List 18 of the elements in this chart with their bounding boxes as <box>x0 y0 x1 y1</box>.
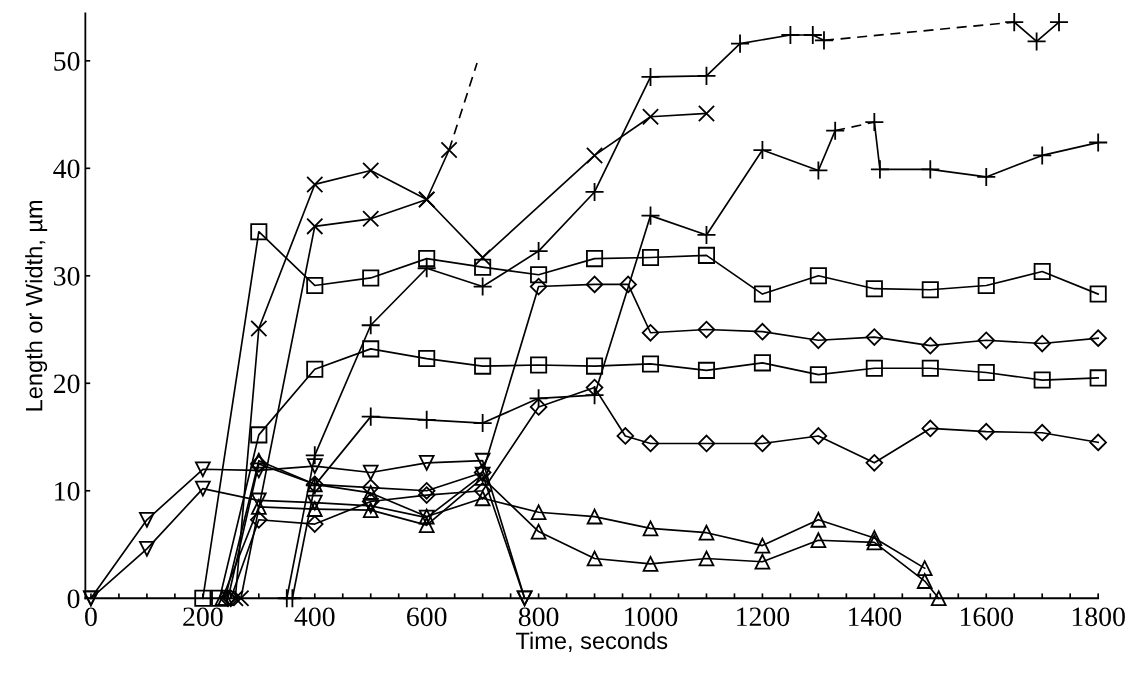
y-tick-label: 30 <box>54 266 80 286</box>
x-tick-label: 1000 <box>625 607 678 627</box>
x-tick-label: 200 <box>183 607 223 627</box>
y-axis-title: Length or Width, µm <box>25 200 48 411</box>
x-tick-label: 1600 <box>960 607 1013 627</box>
y-tick-label: 0 <box>67 589 80 609</box>
y-tick-label: 20 <box>53 374 80 394</box>
x-tick-label: 0 <box>85 607 97 627</box>
x-tick-label: 1400 <box>849 607 902 627</box>
x-tick-label: 600 <box>407 607 447 627</box>
y-tick-label: 10 <box>55 481 80 501</box>
x-axis-title: Time, seconds <box>515 631 668 652</box>
x-tick-label: 400 <box>294 607 335 627</box>
x-tick-label: 1800 <box>1072 607 1125 627</box>
x-tick-label: 800 <box>518 607 559 627</box>
y-tick-label: 50 <box>54 51 80 71</box>
x-tick-label: 1200 <box>737 607 790 627</box>
y-tick-label: 40 <box>53 159 80 179</box>
